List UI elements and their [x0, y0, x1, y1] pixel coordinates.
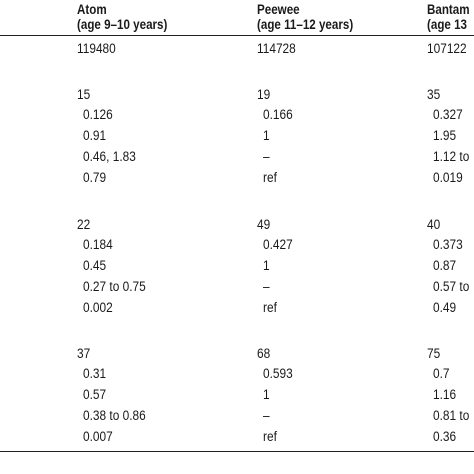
cell-peewee: 68 [257, 346, 271, 361]
cell-atom: 0.007 [83, 429, 113, 444]
cell-bantam: 0.36 [433, 429, 457, 444]
header-bantam-title: Bantam [427, 2, 470, 17]
cell-bantam: 0.019 [433, 170, 463, 185]
cell-atom: 0.91 [83, 128, 107, 143]
cell-peewee: 1 [263, 387, 270, 402]
header-peewee: Peewee (age 11–12 years) [257, 2, 353, 32]
cell-peewee: ref [263, 429, 277, 444]
cell-bantam: 0.87 [433, 258, 457, 273]
cell-bantam: 75 [427, 346, 441, 361]
cell-bantam: 1.95 [433, 128, 457, 143]
cell-peewee: 114728 [257, 41, 296, 56]
bottom-rule [0, 451, 474, 452]
cell-atom: 22 [77, 217, 91, 232]
cell-bantam: 107122 [427, 41, 467, 56]
cell-atom: 0.46, 1.83 [83, 149, 136, 164]
cell-peewee: 0.593 [263, 366, 293, 381]
cell-peewee: – [263, 149, 270, 164]
header-atom: Atom (age 9–10 years) [77, 2, 167, 32]
table-header: Atom (age 9–10 years) Peewee (age 11–12 … [0, 2, 474, 32]
cell-peewee: ref [263, 300, 277, 315]
cell-bantam: 40 [427, 217, 441, 232]
cell-atom: 0.45 [83, 258, 107, 273]
cell-atom: 119480 [77, 41, 116, 56]
cell-atom: 0.79 [83, 170, 107, 185]
cell-peewee: 0.166 [263, 107, 293, 122]
cell-atom: 0.31 [83, 366, 107, 381]
cell-peewee: 0.427 [263, 237, 293, 252]
cell-atom: 37 [77, 346, 91, 361]
cell-atom: 0.184 [83, 237, 113, 252]
header-peewee-subtitle: (age 11–12 years) [257, 17, 354, 32]
header-atom-subtitle: (age 9–10 years) [77, 17, 168, 32]
header-atom-title: Atom [77, 2, 107, 17]
cell-bantam: 0.327 [433, 107, 463, 122]
cell-peewee: 1 [263, 258, 270, 273]
cell-peewee: ref [263, 170, 277, 185]
cell-atom: 0.27 to 0.75 [83, 279, 146, 294]
cell-atom: 0.126 [83, 107, 113, 122]
cell-bantam: 0.49 [433, 300, 457, 315]
header-peewee-title: Peewee [257, 2, 300, 17]
cell-atom: 15 [77, 87, 91, 102]
cell-bantam: 0.7 [433, 366, 450, 381]
header-rule [0, 35, 474, 36]
cell-bantam: 0.373 [433, 237, 463, 252]
cell-bantam: 1.16 [433, 387, 457, 402]
header-bantam: Bantam (age 13 [427, 2, 470, 32]
cell-bantam: 35 [427, 87, 441, 102]
cell-peewee: – [263, 279, 270, 294]
cell-peewee: 1 [263, 128, 270, 143]
cell-atom: 0.57 [83, 387, 107, 402]
cell-atom: 0.002 [83, 300, 113, 315]
cell-bantam: 0.81 to [433, 408, 470, 423]
cell-peewee: 19 [257, 87, 271, 102]
cell-bantam: 1.12 to [433, 149, 470, 164]
cell-atom: 0.38 to 0.86 [83, 408, 146, 423]
cell-peewee: 49 [257, 217, 271, 232]
cell-peewee: – [263, 408, 270, 423]
header-bantam-subtitle: (age 13 [427, 17, 468, 32]
cell-bantam: 0.57 to [433, 279, 470, 294]
